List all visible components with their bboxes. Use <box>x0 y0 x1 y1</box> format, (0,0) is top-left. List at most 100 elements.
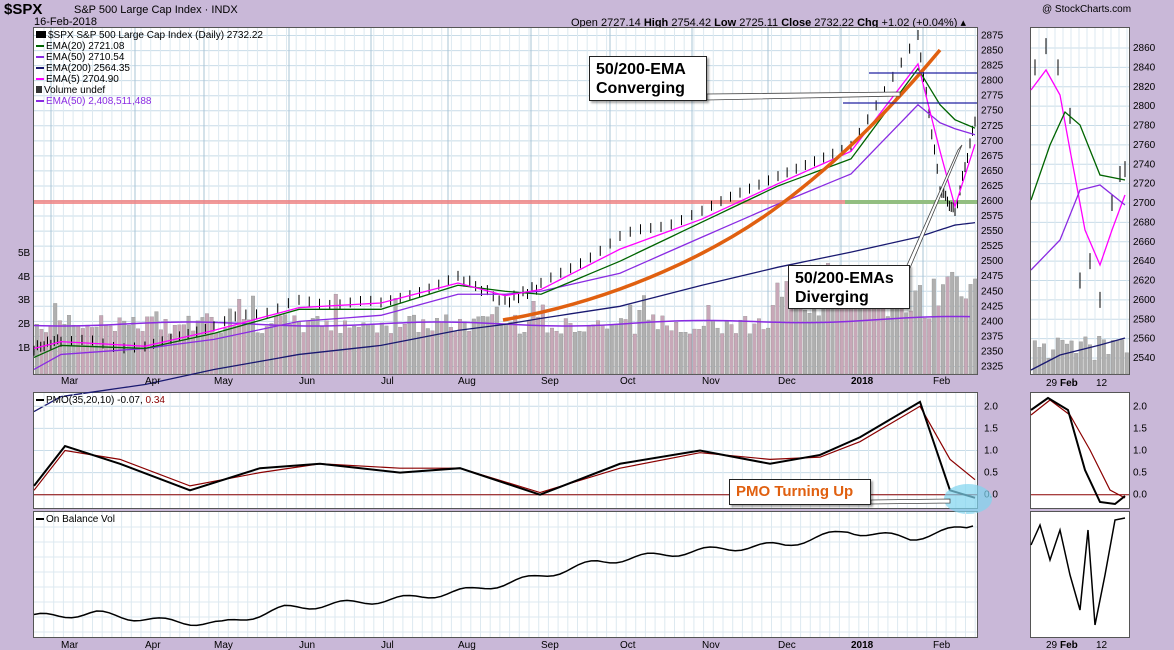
side-price-tick-label: 2660 <box>1133 237 1156 248</box>
volume-bar <box>550 328 554 374</box>
obv-month-label: Aug <box>458 640 476 650</box>
volume-bar <box>371 324 375 374</box>
side-pmo-tick-label: 0.0 <box>1133 490 1147 501</box>
volume-bar <box>329 331 333 374</box>
side-price-tick-label: 2780 <box>1133 121 1156 132</box>
volume-bar <box>63 324 67 374</box>
price-tick-label: 2825 <box>981 61 1004 72</box>
volume-bar <box>210 317 214 374</box>
volume-tick-label: 4B <box>18 272 31 283</box>
month-label: Nov <box>702 376 720 387</box>
volume-bar <box>665 326 669 374</box>
volume-bar <box>716 328 720 374</box>
obv-month-label: Jul <box>381 640 394 650</box>
side-obv-month-label: Feb <box>1060 640 1078 650</box>
side-date-label: 12 <box>1096 378 1108 389</box>
price-tick-label: 2675 <box>981 151 1004 162</box>
side-volume-bar <box>1042 344 1046 374</box>
volume-bar <box>421 320 425 374</box>
volume-bar <box>651 315 655 374</box>
legend-title: $SPX S&P 500 Large Cap Index (Daily) 273… <box>36 30 263 41</box>
month-label: Mar <box>61 376 79 387</box>
price-tick-label: 2875 <box>981 31 1004 42</box>
month-label: Apr <box>145 376 161 387</box>
legend-title-text: $SPX S&P 500 Large Cap Index (Daily) 273… <box>48 30 263 41</box>
volume-bar <box>628 305 632 374</box>
volume-tick-label: 2B <box>18 319 31 330</box>
volume-bar <box>587 326 591 374</box>
pmo-legend: PMO(35,20,10) -0.07, 0.34 <box>36 395 165 406</box>
month-label: Jul <box>381 376 394 387</box>
legend-ema5-text: EMA(5) 2704.90 <box>46 74 119 85</box>
pmo-highlight-ellipse <box>944 484 992 514</box>
side-price-tick-label: 2680 <box>1133 217 1156 228</box>
side-month-label: Feb <box>1060 378 1078 389</box>
obv-month-label: Feb <box>933 640 951 650</box>
volume-bar <box>256 333 260 374</box>
volume-bar <box>803 310 807 374</box>
price-tick-label: 2350 <box>981 346 1004 357</box>
legend-ema200-text: EMA(200) 2564.35 <box>46 63 130 74</box>
volume-bar <box>748 334 752 374</box>
volume-bar <box>661 316 665 374</box>
side-volume-bar <box>1116 340 1120 374</box>
price-tick-label: 2425 <box>981 301 1004 312</box>
volume-bar <box>730 325 734 374</box>
volume-bar <box>182 325 186 374</box>
volume-bar <box>679 332 683 374</box>
volume-bar <box>610 325 614 374</box>
volume-bar <box>343 321 347 374</box>
volume-bar <box>564 318 568 374</box>
volume-bar <box>674 322 678 374</box>
month-label: 2018 <box>851 376 874 387</box>
legend-ema5: EMA(5) 2704.90 <box>36 74 263 85</box>
month-label: Sep <box>541 376 559 387</box>
volume-tick-label: 1B <box>18 343 31 354</box>
month-label: Dec <box>778 376 796 387</box>
legend-ema20: EMA(20) 2721.08 <box>36 41 263 52</box>
volume-bar <box>233 326 237 374</box>
legend-swatch-ema5 <box>36 78 44 80</box>
volume-bar <box>776 283 780 374</box>
volume-tick-label: 3B <box>18 295 31 306</box>
volume-bar <box>270 323 274 374</box>
volume-bar <box>228 309 232 374</box>
volume-bar <box>504 324 508 374</box>
volume-bar <box>385 326 389 374</box>
pmo-label: PMO(35,20,10) <box>46 395 114 406</box>
volume-bar <box>872 298 876 374</box>
pmo-value: -0.07, <box>117 395 143 406</box>
side-volume-bar <box>1107 354 1111 374</box>
price-tick-label: 2725 <box>981 121 1004 132</box>
volume-bar <box>895 301 899 374</box>
side-volume-bar <box>1065 344 1069 374</box>
volume-bar <box>477 317 481 374</box>
price-tick-label: 2575 <box>981 211 1004 222</box>
volume-bar <box>90 327 94 374</box>
side-price-tick-label: 2640 <box>1133 256 1156 267</box>
volume-bar <box>624 319 628 374</box>
legend-swatch-ema20 <box>36 45 44 47</box>
legend-ema50-text: EMA(50) 2710.54 <box>46 52 124 63</box>
side-pmo-line <box>1031 398 1125 504</box>
volume-bar <box>408 316 412 374</box>
volume-bar <box>955 277 959 374</box>
volume-bar <box>104 325 108 374</box>
volume-bar <box>601 325 605 374</box>
volume-bar <box>375 333 379 374</box>
volume-bar <box>720 334 724 374</box>
volume-bar <box>753 324 757 374</box>
volume-bar <box>909 311 913 374</box>
volume-bar <box>467 331 471 374</box>
volume-bar <box>500 324 504 374</box>
volume-bar <box>739 320 743 374</box>
volume-bar <box>118 318 122 374</box>
price-tick-label: 2650 <box>981 166 1004 177</box>
volume-bar <box>559 334 563 374</box>
volume-bar <box>707 305 711 374</box>
volume-bar <box>366 324 370 374</box>
volume-bar <box>642 295 646 374</box>
volume-bar <box>582 332 586 374</box>
volume-bar <box>670 331 674 374</box>
side-volume-bar <box>1084 337 1088 374</box>
